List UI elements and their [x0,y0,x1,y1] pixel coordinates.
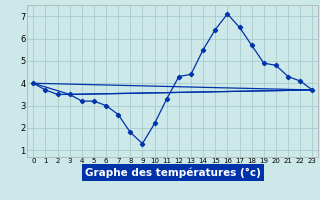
X-axis label: Graphe des températures (°c): Graphe des températures (°c) [85,167,261,178]
